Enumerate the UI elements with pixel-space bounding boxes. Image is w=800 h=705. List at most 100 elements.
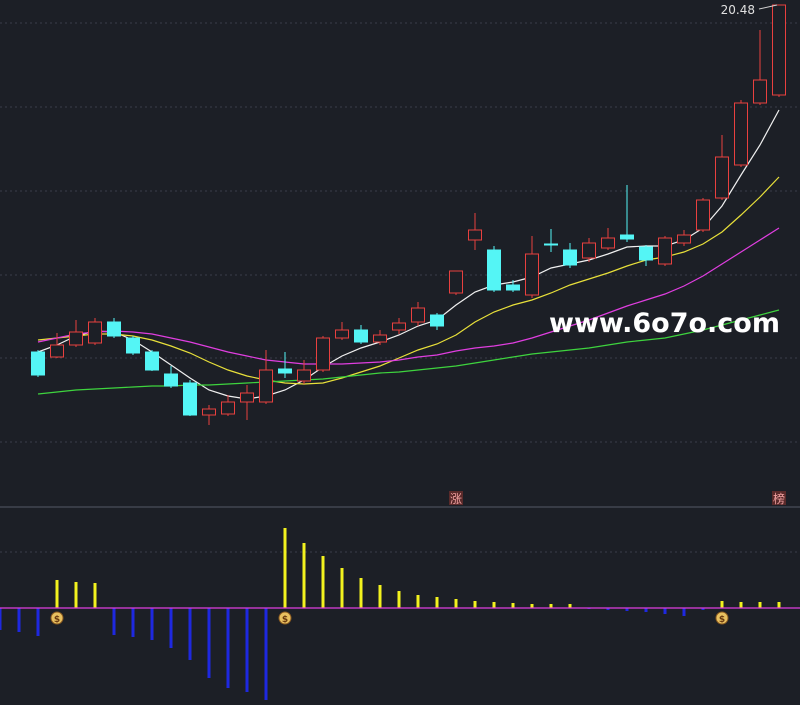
candle-body: [601, 237, 615, 249]
candle-body: [468, 229, 482, 241]
indicator-bar: [454, 599, 458, 608]
candle-body: [506, 284, 520, 291]
indicator-bar: [720, 601, 724, 608]
signal-label: 涨: [450, 491, 462, 506]
candle-body: [164, 373, 178, 387]
max-pointer: [758, 4, 778, 10]
candle-body: [487, 249, 501, 291]
indicator-bar: [549, 604, 553, 608]
indicator-bar: [644, 608, 648, 612]
candle-body: [392, 322, 406, 331]
indicator-bar: [245, 608, 249, 692]
indicator-bar: [758, 602, 762, 608]
candle-body: [544, 243, 558, 246]
candle-body: [696, 199, 710, 231]
indicator-bar: [777, 602, 781, 608]
indicator-bar: [739, 602, 743, 608]
candle-body: [221, 401, 235, 415]
candle-body: [69, 331, 83, 346]
candle-body: [107, 321, 121, 337]
indicator-bar: [492, 602, 496, 608]
candle-body: [316, 337, 330, 371]
moving-average-line: [37, 227, 780, 365]
indicator-bar: [682, 608, 686, 616]
indicator-bar: [112, 608, 116, 635]
candle-body: [563, 249, 577, 266]
watermark: www.6o7o.com: [549, 308, 780, 339]
candle-body: [335, 329, 349, 339]
indicator-bar: [606, 608, 610, 610]
signal-label: 榜: [773, 491, 785, 506]
max-price-label: 20.48: [721, 3, 755, 17]
indicator-bar: [150, 608, 154, 640]
candle-body: [145, 351, 159, 371]
candle-body: [259, 369, 273, 403]
indicator-bar: [207, 608, 211, 678]
indicator-bar: [17, 608, 21, 632]
indicator-bar: [74, 582, 78, 608]
indicator-bar: [283, 528, 287, 608]
indicator-bar: [568, 604, 572, 608]
indicator-bar: [416, 595, 420, 608]
indicator-bar: [340, 568, 344, 608]
price-panel: 涨 榜 20.48: [31, 3, 786, 506]
indicator-bar: [226, 608, 230, 688]
indicator-bar: [378, 585, 382, 608]
buy-signal-label: $: [282, 615, 288, 625]
candle-body: [202, 408, 216, 416]
signal-badge: [772, 491, 786, 505]
indicator-bar: [511, 603, 515, 608]
indicator-bar: [663, 608, 667, 614]
indicator-bar: [36, 608, 40, 636]
indicator-bar: [302, 543, 306, 608]
indicator-bar: [131, 608, 135, 637]
candle-body: [411, 307, 425, 323]
candle-body: [734, 102, 748, 166]
candle-body: [620, 234, 634, 240]
candle-body: [354, 329, 368, 343]
indicator-bar: [359, 578, 363, 608]
indicator-bar: [55, 580, 59, 608]
candle-body: [639, 246, 653, 261]
indicator-bar: [0, 608, 2, 630]
indicator-bar: [435, 597, 439, 608]
candle-body: [430, 314, 444, 327]
buy-signal-label: $: [719, 615, 725, 625]
indicator-bar: [701, 608, 705, 610]
candle-body: [772, 4, 786, 96]
candle-body: [183, 382, 197, 416]
candle-body: [373, 334, 387, 343]
buy-signal-icon: [278, 611, 292, 625]
candle-body: [50, 344, 64, 358]
moving-average-line: [37, 109, 780, 400]
buy-signal-label: $: [54, 615, 60, 625]
candle-body: [297, 369, 311, 382]
indicator-bar: [93, 583, 97, 608]
indicator-bar: [473, 601, 477, 608]
signal-badge: [449, 491, 463, 505]
candle-body: [31, 351, 45, 376]
candle-body: [753, 79, 767, 104]
indicator-bar: [188, 608, 192, 660]
indicator-bar: [397, 591, 401, 608]
candle-body: [278, 368, 292, 374]
candle-body: [715, 156, 729, 199]
buy-signal-icon: [715, 611, 729, 625]
candle-body: [126, 337, 140, 354]
indicator-bar: [530, 604, 534, 608]
moving-average-line: [37, 309, 780, 395]
buy-signal-icon: [50, 611, 64, 625]
candle-body: [449, 270, 463, 294]
candle-body: [582, 242, 596, 259]
indicator-bar: [264, 608, 268, 700]
moving-average-line: [37, 176, 780, 385]
indicator-bar: [169, 608, 173, 648]
indicator-panel: $ $ $: [0, 528, 800, 700]
indicator-bar: [625, 608, 629, 611]
candle-body: [658, 237, 672, 265]
candle-body: [88, 321, 102, 344]
candle-body: [240, 392, 254, 403]
candle-body: [525, 253, 539, 296]
